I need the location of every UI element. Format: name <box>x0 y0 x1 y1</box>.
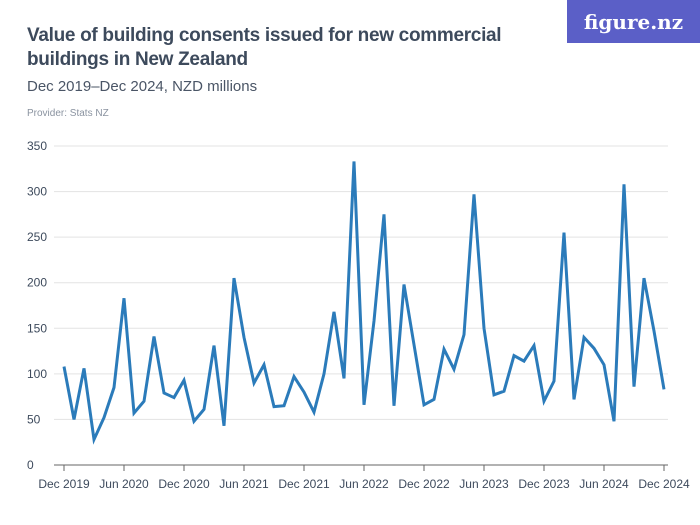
x-tick-label: Dec 2022 <box>398 477 450 491</box>
data-point <box>533 344 536 347</box>
x-tick-label: Jun 2020 <box>99 477 149 491</box>
data-point <box>263 363 266 366</box>
data-point <box>353 160 356 163</box>
data-point <box>303 391 306 394</box>
data-point <box>63 365 66 368</box>
data-point <box>293 375 296 378</box>
data-point <box>233 277 236 280</box>
data-point <box>153 335 156 338</box>
data-point <box>373 319 376 322</box>
data-point <box>483 327 486 330</box>
data-point <box>573 398 576 401</box>
data-point <box>523 360 526 363</box>
data-point <box>123 297 126 300</box>
y-tick-label: 100 <box>27 367 47 381</box>
data-point <box>553 380 556 383</box>
data-point <box>93 438 96 441</box>
chart-subtitle: Dec 2019–Dec 2024, NZD millions <box>27 78 258 95</box>
data-point <box>503 390 506 393</box>
data-point <box>493 393 496 396</box>
figure-nz-logo[interactable]: figure.nz <box>567 0 700 43</box>
data-point <box>453 368 456 371</box>
data-point <box>163 391 166 394</box>
data-point <box>623 183 626 186</box>
x-tick-label: Dec 2024 <box>638 477 690 491</box>
data-point <box>603 363 606 366</box>
x-tick-label: Jun 2021 <box>219 477 269 491</box>
data-point <box>423 403 426 406</box>
data-point <box>223 424 226 427</box>
data-point <box>343 377 346 380</box>
data-point <box>333 310 336 313</box>
data-point <box>643 277 646 280</box>
data-point <box>323 372 326 375</box>
data-point <box>73 418 76 421</box>
data-point <box>203 408 206 411</box>
data-point <box>253 381 256 384</box>
data-point <box>133 412 136 415</box>
data-point <box>313 411 316 414</box>
y-tick-label: 200 <box>27 276 47 290</box>
data-point <box>393 404 396 407</box>
data-point <box>443 348 446 351</box>
data-point <box>613 420 616 423</box>
x-tick-label: Jun 2024 <box>579 477 629 491</box>
data-point <box>413 343 416 346</box>
data-point <box>633 385 636 388</box>
y-tick-label: 250 <box>27 230 47 244</box>
y-tick-label: 50 <box>27 412 41 426</box>
y-tick-label: 300 <box>27 185 47 199</box>
data-point <box>173 396 176 399</box>
y-tick-label: 150 <box>27 321 47 335</box>
data-point <box>103 416 106 419</box>
data-point <box>273 405 276 408</box>
data-point <box>283 404 286 407</box>
provider-label: Provider: Stats NZ <box>27 108 109 119</box>
data-point <box>113 386 116 389</box>
data-point <box>563 231 566 234</box>
data-point <box>543 400 546 403</box>
x-tick-label: Dec 2021 <box>278 477 330 491</box>
x-tick-label: Dec 2020 <box>158 477 210 491</box>
x-tick-label: Dec 2023 <box>518 477 570 491</box>
data-point <box>363 403 366 406</box>
data-point <box>653 330 656 333</box>
data-point <box>463 333 466 336</box>
y-tick-label: 350 <box>27 139 47 153</box>
x-tick-label: Jun 2023 <box>459 477 509 491</box>
data-point <box>433 398 436 401</box>
data-point <box>143 400 146 403</box>
data-point <box>403 283 406 286</box>
data-point <box>193 420 196 423</box>
chart-title: Value of building consents issued for ne… <box>27 25 502 70</box>
x-tick-label: Dec 2019 <box>38 477 90 491</box>
data-line <box>62 161 666 445</box>
data-point <box>583 336 586 339</box>
data-point <box>383 213 386 216</box>
y-tick-label: 0 <box>27 458 34 472</box>
data-point <box>183 379 186 382</box>
x-tick-label: Jun 2022 <box>339 477 389 491</box>
data-point <box>243 336 246 339</box>
data-point <box>473 193 476 196</box>
data-point <box>593 347 596 350</box>
data-point <box>83 367 86 370</box>
data-point <box>213 344 216 347</box>
data-point <box>513 354 516 357</box>
data-point <box>663 388 666 391</box>
